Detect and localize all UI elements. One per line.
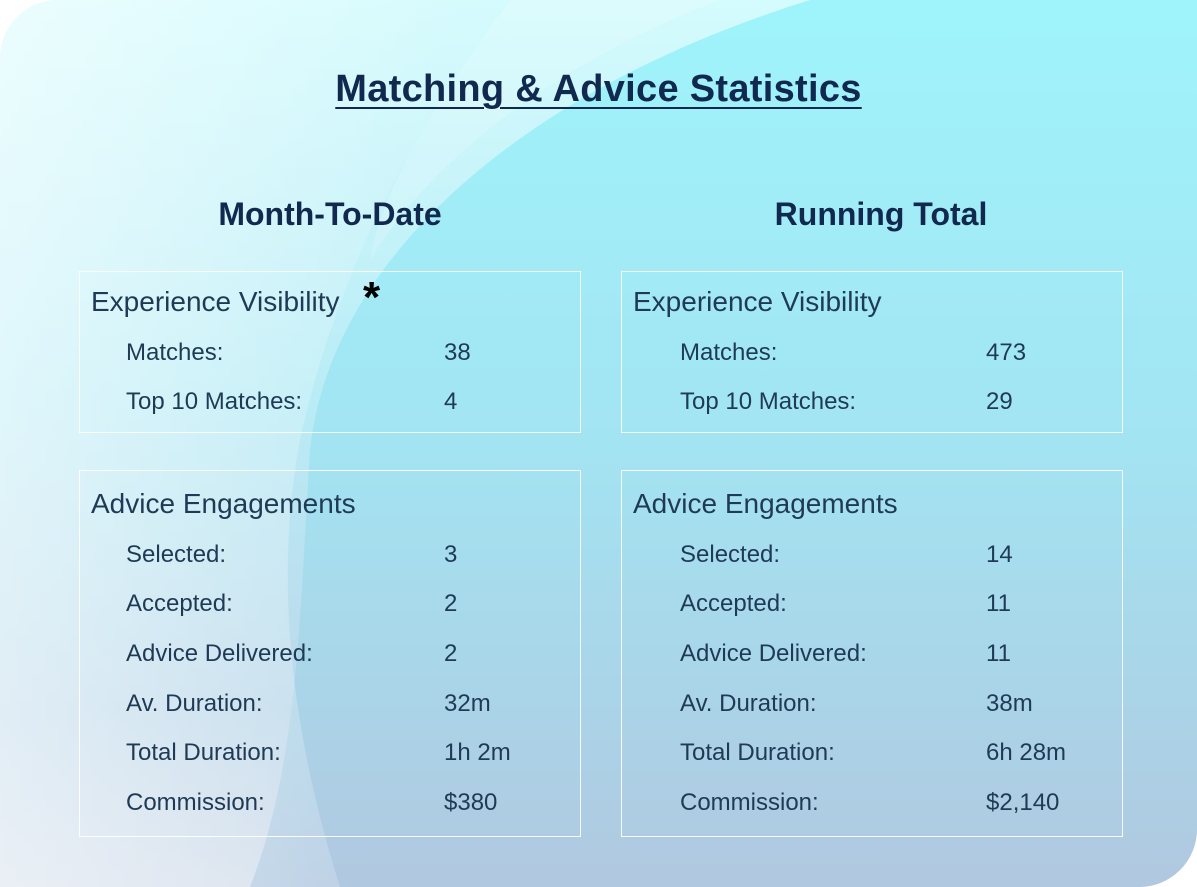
stat-value: $2,140	[986, 789, 1060, 816]
stat-row-av-duration: Av. Duration: 32m	[80, 690, 580, 720]
stat-label: Selected:	[680, 541, 781, 568]
stat-row-top10: Top 10 Matches: 29	[622, 388, 1122, 418]
stat-row-av-duration: Av. Duration: 38m	[622, 690, 1122, 720]
box-title: Experience Visibility	[91, 286, 340, 317]
stat-value: 3	[444, 541, 458, 568]
stat-row-selected: Selected: 3	[80, 541, 580, 571]
stat-value: 29	[986, 388, 1013, 415]
stat-label: Advice Delivered:	[680, 640, 867, 667]
stat-label: Top 10 Matches:	[680, 388, 857, 415]
box-title: Experience Visibility	[633, 286, 882, 317]
stat-label: Accepted:	[126, 590, 233, 617]
stat-label: Accepted:	[680, 590, 787, 617]
column-heading-month-to-date: Month-To-Date	[218, 196, 442, 232]
stat-row-accepted: Accepted: 2	[80, 590, 580, 620]
stat-label: Matches:	[680, 339, 778, 366]
stat-value: 1h 2m	[444, 739, 511, 766]
stat-label: Advice Delivered:	[126, 640, 313, 667]
stat-value: 38	[444, 339, 471, 366]
stat-row-top10: Top 10 Matches: 4	[80, 388, 580, 418]
stat-value: 2	[444, 640, 458, 667]
stat-row-matches: Matches: 38	[80, 339, 580, 369]
page-title: Matching & Advice Statistics	[335, 68, 862, 110]
stat-label: Matches:	[126, 339, 224, 366]
stat-value: 4	[444, 388, 458, 415]
stat-label: Top 10 Matches:	[126, 388, 303, 415]
stat-label: Total Duration:	[126, 739, 281, 766]
stat-label: Av. Duration:	[680, 690, 817, 717]
box-title: Advice Engagements	[633, 488, 898, 519]
stat-row-total-duration: Total Duration: 6h 28m	[622, 739, 1122, 769]
stat-row-selected: Selected: 14	[622, 541, 1122, 571]
stat-row-commission: Commission: $380	[80, 789, 580, 819]
stat-row-advice-delivered: Advice Delivered: 2	[80, 640, 580, 670]
advice-engagements-box-total: Advice Engagements Selected: 14 Accepted…	[621, 470, 1123, 837]
stat-value: 2	[444, 590, 458, 617]
stat-label: Total Duration:	[680, 739, 835, 766]
stat-value: 32m	[444, 690, 491, 717]
stat-row-matches: Matches: 473	[622, 339, 1122, 369]
stat-label: Selected:	[126, 541, 227, 568]
stat-value: 6h 28m	[986, 739, 1067, 766]
experience-visibility-box-total: Experience Visibility Matches: 473 Top 1…	[621, 271, 1123, 433]
stat-value: 473	[986, 339, 1027, 366]
stat-value: $380	[444, 789, 498, 816]
stat-label: Commission:	[126, 789, 265, 816]
stat-label: Av. Duration:	[126, 690, 263, 717]
advice-engagements-box-mtd: Advice Engagements Selected: 3 Accepted:…	[79, 470, 581, 837]
stat-value: 14	[986, 541, 1013, 568]
stat-row-advice-delivered: Advice Delivered: 11	[622, 640, 1122, 670]
stat-value: 11	[986, 640, 1011, 667]
asterisk-note: *	[363, 273, 381, 322]
stat-row-commission: Commission: $2,140	[622, 789, 1122, 819]
column-heading-running-total: Running Total	[774, 196, 988, 232]
stat-row-accepted: Accepted: 11	[622, 590, 1122, 620]
stat-label: Commission:	[680, 789, 819, 816]
box-title: Advice Engagements	[91, 488, 356, 519]
stat-value: 38m	[986, 690, 1033, 717]
experience-visibility-box-mtd: Experience Visibility * Matches: 38 Top …	[79, 271, 581, 433]
stat-value: 11	[986, 590, 1011, 617]
stat-row-total-duration: Total Duration: 1h 2m	[80, 739, 580, 769]
